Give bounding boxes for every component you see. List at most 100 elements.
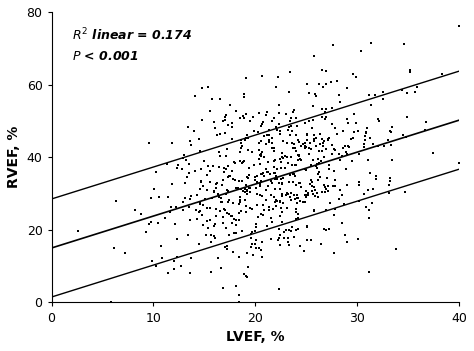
- Point: [218, 199, 226, 205]
- Point: [228, 168, 236, 174]
- Point: [199, 222, 207, 227]
- Point: [302, 188, 310, 194]
- Point: [257, 123, 265, 128]
- Point: [284, 127, 292, 133]
- Point: [220, 170, 228, 175]
- Point: [239, 159, 247, 165]
- Point: [293, 124, 301, 129]
- Point: [252, 225, 260, 230]
- Point: [311, 187, 319, 193]
- Point: [276, 187, 284, 192]
- Point: [335, 197, 343, 202]
- Point: [242, 111, 250, 117]
- Point: [331, 126, 339, 131]
- Point: [314, 156, 321, 161]
- Point: [284, 191, 292, 197]
- Point: [350, 129, 357, 134]
- Point: [346, 145, 353, 150]
- Point: [232, 108, 240, 114]
- Point: [294, 137, 301, 143]
- Point: [308, 179, 316, 185]
- Point: [319, 148, 326, 154]
- Point: [221, 114, 228, 120]
- Point: [302, 145, 310, 150]
- Point: [222, 117, 229, 123]
- Point: [322, 147, 330, 152]
- Point: [362, 130, 370, 135]
- Point: [338, 153, 346, 159]
- Point: [303, 237, 311, 243]
- Point: [253, 202, 261, 207]
- Point: [273, 166, 281, 172]
- Point: [225, 188, 232, 194]
- Point: [215, 165, 223, 170]
- Point: [235, 178, 243, 184]
- Point: [255, 147, 263, 153]
- Point: [297, 144, 305, 149]
- Point: [184, 124, 192, 130]
- Point: [411, 90, 419, 95]
- Point: [315, 160, 323, 165]
- Point: [248, 149, 256, 155]
- Point: [271, 145, 278, 151]
- Point: [291, 196, 299, 202]
- Point: [325, 226, 333, 232]
- Point: [285, 160, 292, 165]
- Point: [262, 187, 270, 193]
- Point: [323, 207, 330, 213]
- Point: [322, 189, 329, 195]
- Point: [387, 128, 394, 134]
- Point: [322, 227, 330, 233]
- Point: [324, 188, 331, 194]
- Point: [131, 207, 139, 212]
- Point: [325, 135, 333, 140]
- Point: [365, 207, 373, 213]
- Point: [403, 90, 411, 96]
- Point: [168, 181, 175, 187]
- Point: [199, 212, 206, 218]
- Point: [152, 170, 160, 175]
- Point: [224, 122, 232, 128]
- Point: [215, 191, 222, 197]
- Point: [355, 236, 362, 241]
- Point: [170, 266, 178, 272]
- Point: [196, 186, 204, 192]
- Point: [310, 208, 318, 214]
- Point: [284, 236, 292, 241]
- Point: [198, 179, 205, 185]
- Point: [399, 132, 406, 137]
- Point: [241, 189, 248, 194]
- Point: [278, 180, 286, 185]
- Point: [317, 241, 325, 246]
- Point: [222, 225, 229, 231]
- Point: [229, 177, 237, 182]
- Point: [270, 148, 277, 154]
- Point: [246, 118, 254, 124]
- Point: [171, 221, 178, 227]
- Point: [318, 158, 325, 164]
- Point: [367, 102, 375, 108]
- Point: [328, 142, 336, 147]
- Point: [275, 235, 283, 241]
- Point: [335, 92, 343, 98]
- Point: [341, 232, 348, 237]
- Point: [185, 204, 193, 210]
- Point: [261, 207, 268, 213]
- Point: [231, 160, 239, 166]
- Point: [295, 180, 303, 186]
- Point: [265, 127, 273, 133]
- Point: [421, 127, 429, 133]
- Point: [279, 175, 287, 181]
- Point: [230, 216, 238, 221]
- Point: [137, 211, 144, 217]
- Point: [364, 157, 371, 162]
- Point: [241, 271, 248, 276]
- Point: [271, 199, 278, 205]
- Point: [276, 198, 283, 204]
- Point: [429, 151, 437, 156]
- Point: [240, 115, 248, 121]
- Point: [347, 136, 355, 142]
- Point: [147, 196, 155, 201]
- Point: [290, 145, 297, 151]
- Point: [283, 111, 290, 117]
